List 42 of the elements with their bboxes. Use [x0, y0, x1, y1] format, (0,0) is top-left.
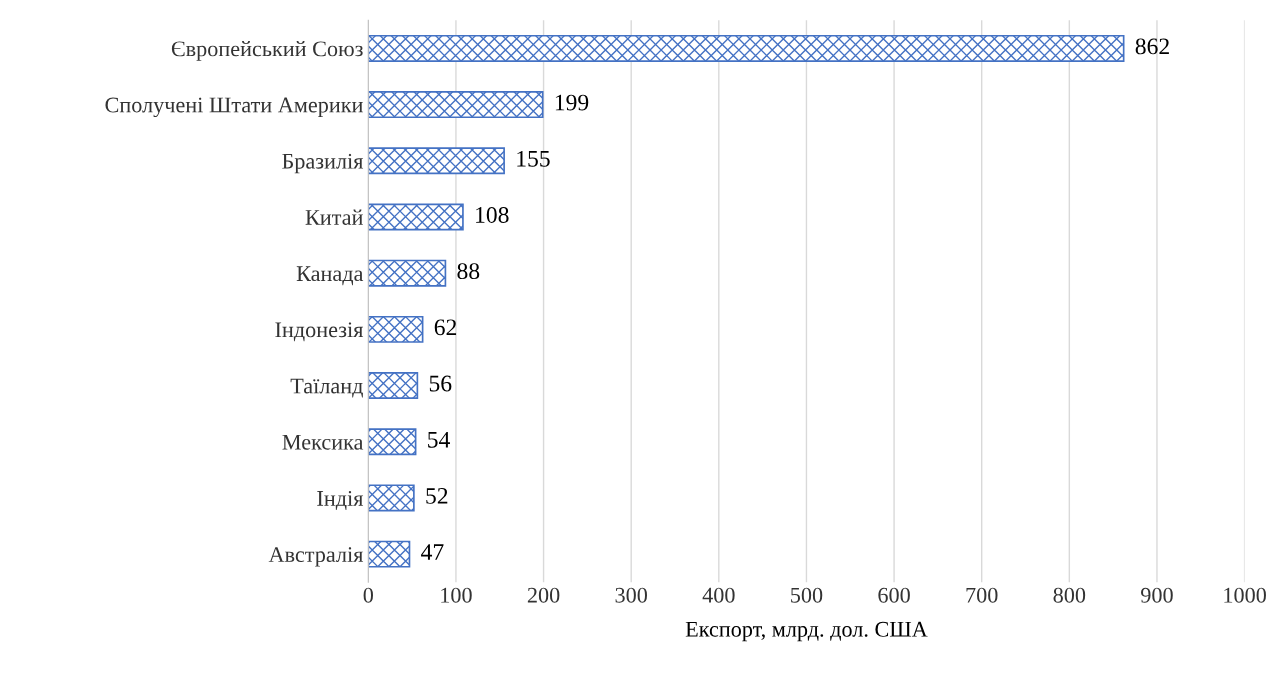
data-label: 56	[429, 375, 452, 392]
bar	[368, 540, 411, 568]
y-tick-label: Таїланд	[290, 378, 363, 398]
x-tick-label: 900	[1141, 587, 1173, 603]
data-label: 54	[428, 431, 450, 448]
y-tick-label: Бразилія	[282, 153, 364, 174]
data-label: 52	[426, 487, 448, 504]
y-tick-label: Китай	[305, 209, 363, 225]
bar	[368, 372, 419, 400]
y-tick-label: Індонезія	[275, 322, 364, 342]
x-tick-label: 200	[527, 587, 560, 603]
data-label: 62	[434, 319, 457, 336]
bar	[368, 91, 544, 119]
bar	[368, 259, 447, 287]
data-label: 108	[476, 206, 509, 223]
x-tick-label: 600	[878, 587, 910, 603]
x-tick-label: 100	[441, 587, 472, 603]
x-tick-label: 1000	[1224, 587, 1266, 603]
x-tick-label: 500	[791, 587, 823, 603]
y-tick-label: Індія	[317, 490, 364, 510]
data-label: 155	[517, 150, 550, 167]
bar	[368, 34, 1125, 62]
x-tick-label: 800	[1053, 587, 1086, 603]
data-label: 47	[421, 544, 444, 560]
x-tick-label: 700	[966, 587, 998, 603]
y-tick-label: Сполучені Штати Америки	[105, 97, 363, 118]
x-tick-label: 300	[615, 587, 648, 603]
x-tick-label: 0	[363, 587, 374, 603]
y-tick-label: Європейський Союз	[171, 40, 363, 61]
x-tick-label: 400	[702, 587, 735, 603]
x-axis-title: Експорт, млрд. дол. США	[685, 621, 928, 642]
bar	[368, 315, 424, 343]
bar	[368, 203, 464, 231]
bar	[368, 147, 505, 175]
data-label: 88	[457, 263, 480, 280]
bar	[368, 428, 417, 456]
y-tick-label: Мексика	[282, 434, 364, 450]
data-label: 862	[1135, 38, 1169, 55]
data-label: 199	[555, 94, 589, 111]
y-tick-label: Канада	[296, 266, 364, 286]
y-tick-label: Австралія	[268, 547, 364, 567]
bar	[368, 484, 415, 512]
